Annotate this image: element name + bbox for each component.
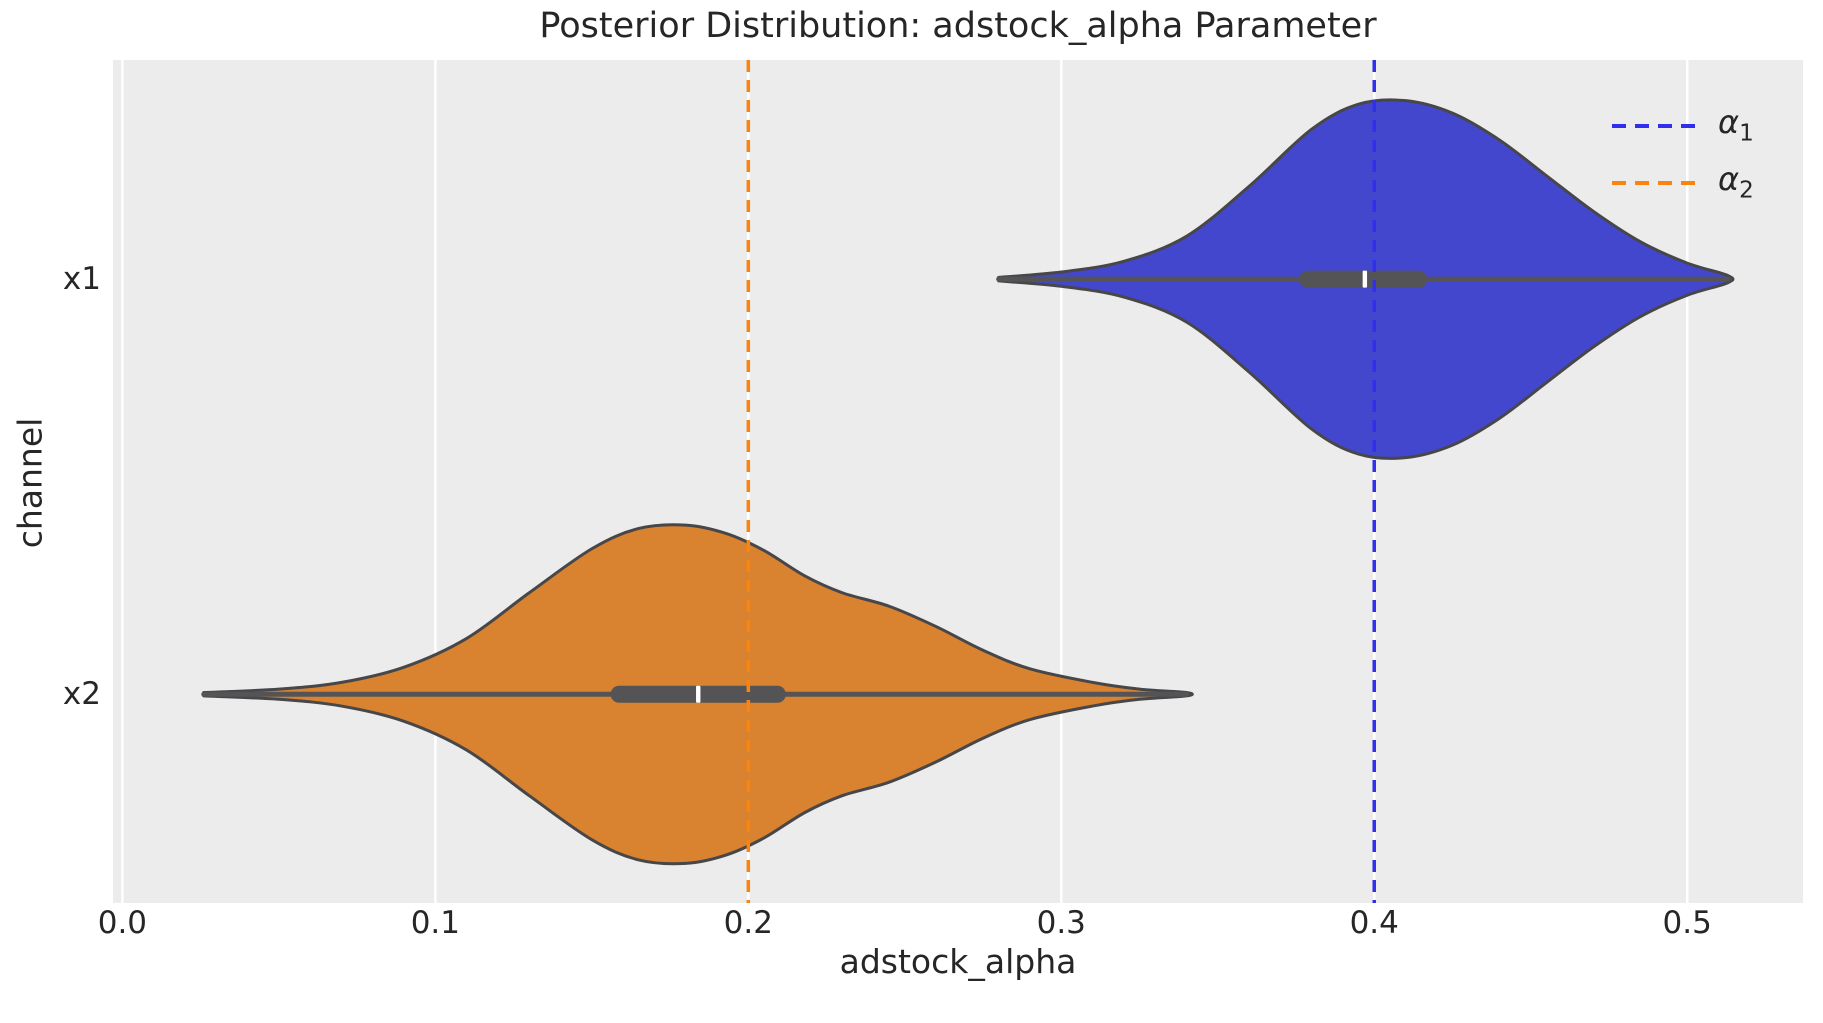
legend-label: α2: [1718, 163, 1754, 202]
y-axis-label: channel: [10, 417, 50, 549]
alpha-subscript: 2: [1739, 177, 1754, 204]
alpha-symbol: α: [1718, 159, 1740, 198]
x-axis-label: adstock_alpha: [839, 942, 1077, 981]
x-tick-label-0.4: 0.4: [1349, 905, 1399, 941]
legend-entry-alpha-2: α2: [1612, 154, 1754, 211]
y-tick-label-x2: x2: [62, 676, 101, 713]
median-tick-x2: [696, 685, 701, 703]
chart-title: Posterior Distribution: adstock_alpha Pa…: [539, 6, 1377, 46]
legend-label: α1: [1718, 106, 1754, 145]
x-tick-label-0.2: 0.2: [723, 905, 773, 941]
alpha-subscript: 1: [1739, 120, 1754, 147]
legend-entry-alpha-1: α1: [1612, 97, 1754, 154]
x-tick-label-0.5: 0.5: [1662, 905, 1712, 941]
alpha-symbol: α: [1718, 102, 1740, 141]
x-tick-label-0.3: 0.3: [1036, 905, 1086, 941]
legend-dashed-line-icon: [1612, 123, 1696, 128]
legend: α1 α2: [1612, 97, 1754, 211]
y-tick-label-x1: x1: [62, 261, 101, 298]
x-tick-label-0.0: 0.0: [97, 905, 148, 941]
legend-dashed-line-icon: [1612, 180, 1696, 185]
median-tick-x1: [1362, 270, 1368, 288]
x-tick-label-0.1: 0.1: [410, 905, 460, 941]
